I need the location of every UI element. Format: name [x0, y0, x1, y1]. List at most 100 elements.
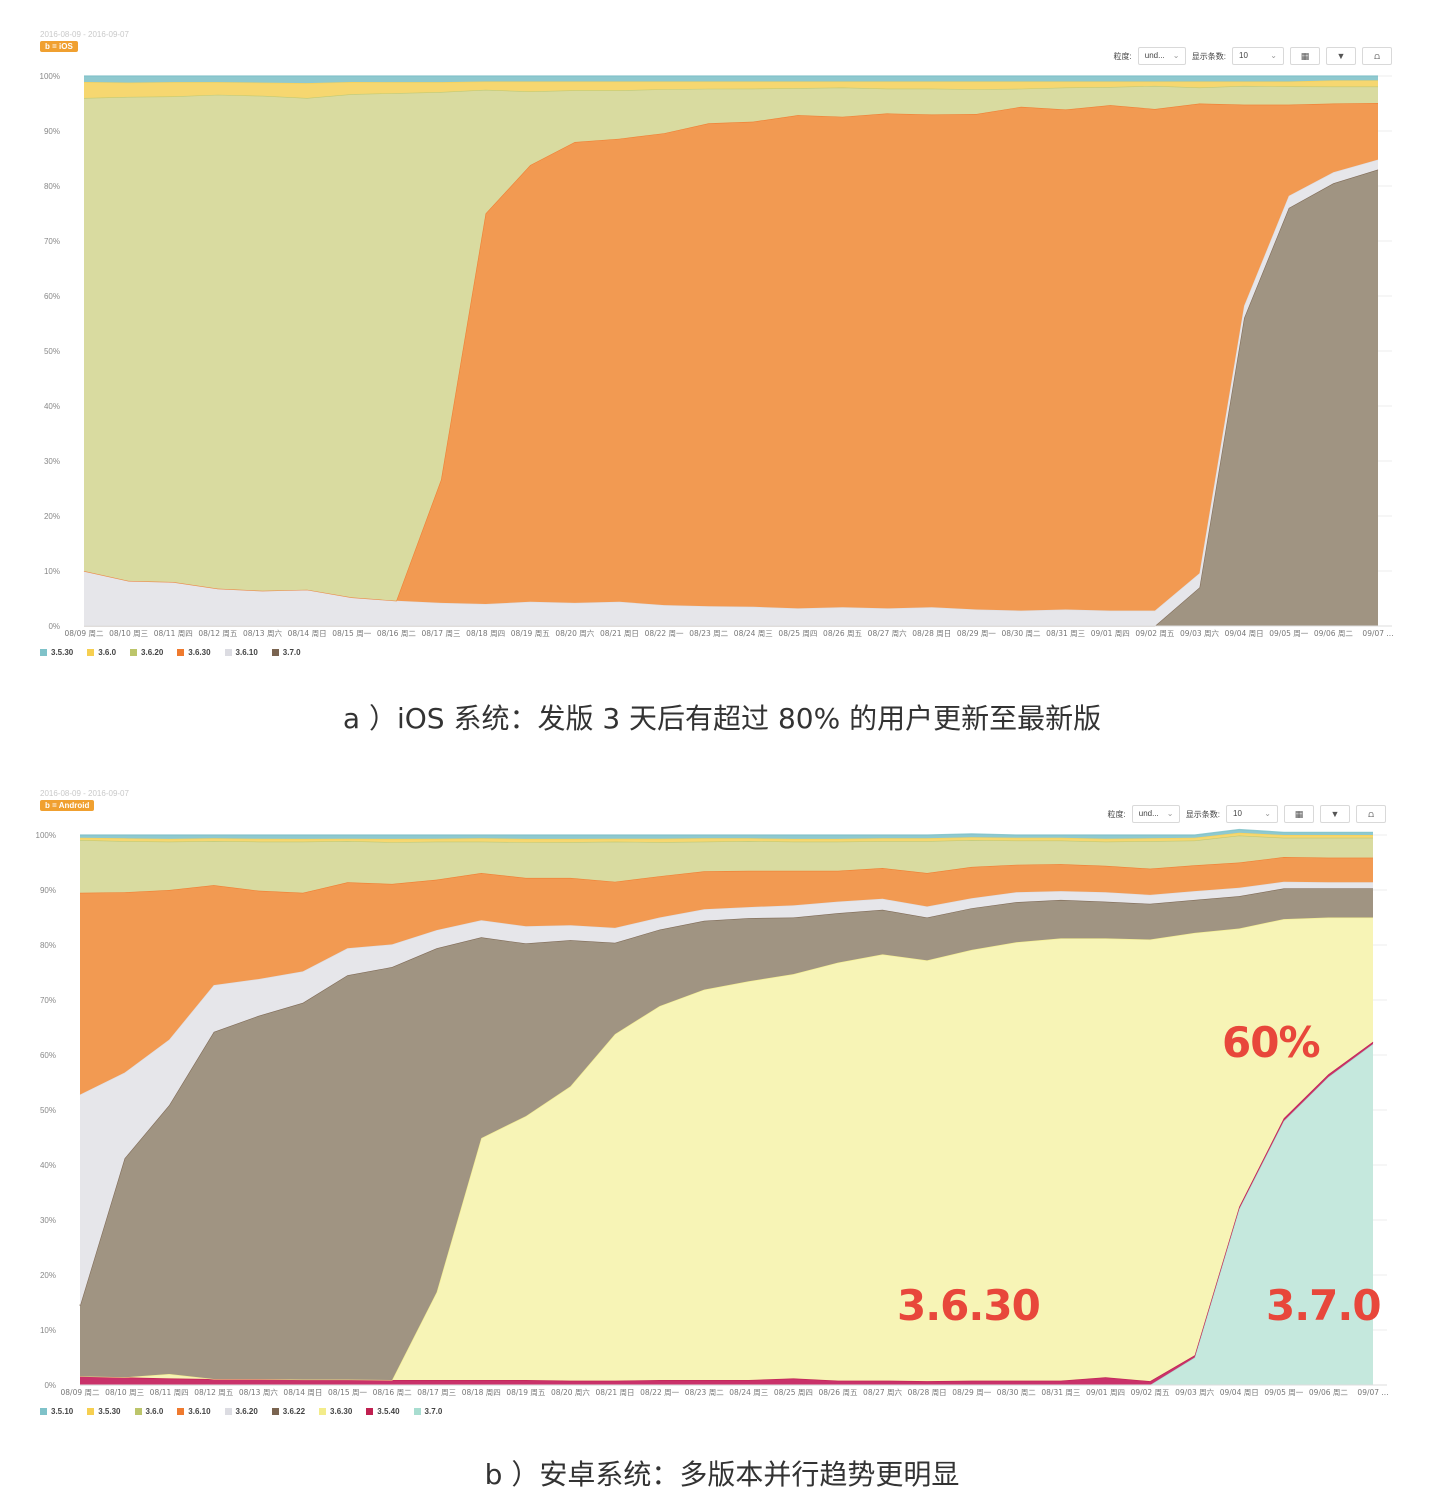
- legend-swatch: [224, 649, 232, 656]
- y-tick-label: 80%: [40, 941, 56, 950]
- x-tick-label: 08/18 周四: [462, 1388, 501, 1397]
- calendar-button[interactable]: ▦: [1284, 805, 1314, 823]
- chart-caption: b ）安卓系统：多版本并行趋势更明显: [484, 1458, 960, 1491]
- x-tick-label: 09/06 周二: [1309, 1388, 1348, 1397]
- series-line-3-5-10: [80, 828, 1373, 836]
- rows-value: 10: [1233, 809, 1242, 818]
- chart-panel-ios: 2016-08-09 - 2016-09-07 b = iOS 粒度: und.…: [0, 0, 1444, 750]
- share-button[interactable]: ⩍: [1362, 47, 1392, 65]
- filter-icon: ▼: [1336, 51, 1346, 61]
- chart-legend: 3.5.30 3.6.0 3.6.20 3.6.30 3.6.10 3.7.0: [40, 648, 301, 657]
- legend-item[interactable]: 3.5.10: [40, 1407, 73, 1416]
- x-tick-label: 08/19 周五: [506, 1388, 545, 1397]
- x-tick-label: 08/11 周四: [154, 629, 193, 638]
- legend-swatch: [224, 1408, 232, 1415]
- x-tick-label: 08/30 周二: [1002, 629, 1041, 638]
- series-area-3-6-30: [80, 917, 1373, 1382]
- chart-caption: a ）iOS 系统：发版 3 天后有超过 80% 的用户更新至最新版: [342, 702, 1102, 735]
- legend-item[interactable]: 3.5.30: [87, 1407, 121, 1416]
- legend-swatch: [87, 1408, 95, 1415]
- x-tick-label: 08/29 周一: [952, 1388, 991, 1397]
- legend-item[interactable]: 3.6.30: [319, 1407, 352, 1416]
- legend-label: 3.6.20: [141, 648, 164, 657]
- x-tick-label: 08/20 周六: [555, 628, 594, 638]
- x-tick-label: 08/26 周五: [818, 1388, 857, 1397]
- legend-item[interactable]: 3.6.22: [271, 1407, 305, 1416]
- x-tick-label: 08/20 周六: [551, 1387, 590, 1397]
- y-tick-label: 70%: [40, 996, 56, 1005]
- y-tick-label: 100%: [36, 831, 56, 840]
- x-tick-label: 09/04 周日: [1225, 629, 1264, 638]
- legend-swatch: [40, 649, 47, 656]
- x-tick-label: 08/09 周二: [61, 1388, 100, 1397]
- series-area-3-6-10: [80, 857, 1373, 1095]
- x-tick-label: 09/05 周一: [1264, 1388, 1303, 1397]
- legend-swatch: [366, 1408, 374, 1415]
- y-tick-label: 60%: [40, 1051, 56, 1060]
- share-icon: ⩍: [1368, 809, 1374, 819]
- legend-item[interactable]: 3.6.10: [224, 648, 258, 657]
- legend-item[interactable]: 3.5.40: [366, 1407, 400, 1416]
- granularity-select[interactable]: und... ⌄: [1137, 47, 1186, 65]
- rows-select[interactable]: 10 ⌄: [1232, 47, 1284, 65]
- legend-swatch: [177, 649, 185, 656]
- legend-item[interactable]: 3.6.0: [87, 648, 116, 657]
- granularity-select[interactable]: und... ⌄: [1131, 805, 1180, 823]
- legend-label: 3.5.30: [51, 648, 74, 657]
- x-tick-label: 08/21 周日: [600, 629, 639, 638]
- x-tick-label: 08/10 周三: [105, 1388, 144, 1397]
- legend-item[interactable]: 3.6.20: [130, 648, 163, 657]
- x-tick-label: 08/09 周二: [65, 629, 104, 638]
- date-range: 2016-08-09 - 2016-09-07: [40, 789, 129, 798]
- x-tick-label: 08/25 周四: [778, 629, 817, 638]
- legend-item[interactable]: 3.6.0: [134, 1407, 163, 1416]
- legend-item[interactable]: 3.7.0: [413, 1407, 442, 1416]
- chart-panel-android: 2016-08-09 - 2016-09-07 b = Android 粒度: …: [0, 760, 1444, 1504]
- x-tick-label: 08/18 周四: [466, 629, 505, 638]
- x-tick-label: 08/27 周六: [868, 628, 907, 638]
- x-tick-label: 08/15 周一: [328, 1388, 367, 1397]
- calendar-button[interactable]: ▦: [1290, 47, 1320, 65]
- filter-button[interactable]: ▼: [1320, 805, 1350, 823]
- annotation-3-7-0: 3.7.0: [1266, 1281, 1382, 1330]
- y-tick-label: 20%: [44, 512, 60, 521]
- legend-swatch: [130, 649, 138, 656]
- x-tick-label: 08/23 周二: [685, 1388, 724, 1397]
- legend-item[interactable]: 3.5.30: [40, 648, 73, 657]
- x-tick-label: 09/06 周二: [1314, 629, 1353, 638]
- series-line-3-6-30: [79, 916, 1373, 1381]
- granularity-value: und...: [1144, 51, 1165, 60]
- rows-select[interactable]: 10 ⌄: [1226, 805, 1278, 823]
- legend-label: 3.5.30: [98, 1407, 121, 1416]
- y-tick-label: 30%: [40, 1216, 56, 1225]
- y-tick-label: 80%: [44, 182, 60, 191]
- x-tick-label: 08/30 周二: [997, 1388, 1036, 1397]
- chart-legend: 3.5.10 3.5.30 3.6.0 3.6.10 3.6.20 3.6.22 3.6.3…: [40, 1407, 442, 1416]
- y-tick-label: 0%: [48, 622, 60, 631]
- y-tick-label: 40%: [44, 402, 60, 411]
- area-chart-android: 0% 10% 20% 30% 40% 50% 60% 70% 80% 90% 100% 08/09 周…: [36, 828, 1389, 1397]
- series-area-3-6-0: [80, 835, 1373, 893]
- legend-item[interactable]: 3.6.30: [177, 648, 211, 657]
- x-tick-label: 08/11 周四: [150, 1388, 189, 1397]
- series-area-3-6-22: [80, 888, 1373, 1380]
- legend-label: 3.5.40: [377, 1407, 400, 1416]
- legend-item[interactable]: 3.6.20: [224, 1407, 258, 1416]
- granularity-label: 粒度:: [1107, 809, 1126, 819]
- series-area-3-6-20: [84, 85, 1378, 601]
- legend-item[interactable]: 3.6.10: [177, 1407, 211, 1416]
- x-tick-label: 08/31 周三: [1046, 629, 1085, 638]
- rows-value: 10: [1239, 51, 1248, 60]
- x-tick-label: 08/19 周五: [511, 629, 550, 638]
- legend-swatch: [271, 649, 279, 656]
- chevron-down-icon: ⌄: [1270, 51, 1277, 60]
- legend-label: 3.6.0: [98, 648, 117, 657]
- share-button[interactable]: ⩍: [1356, 805, 1386, 823]
- legend-label: 3.6.30: [330, 1407, 353, 1416]
- legend-item[interactable]: 3.7.0: [271, 648, 301, 657]
- filter-button[interactable]: ▼: [1326, 47, 1356, 65]
- x-tick-label: 08/24 周三: [729, 1388, 768, 1397]
- rows-label: 显示条数:: [1191, 51, 1226, 61]
- chevron-down-icon: ⌄: [1264, 809, 1271, 818]
- legend-swatch: [177, 1408, 185, 1415]
